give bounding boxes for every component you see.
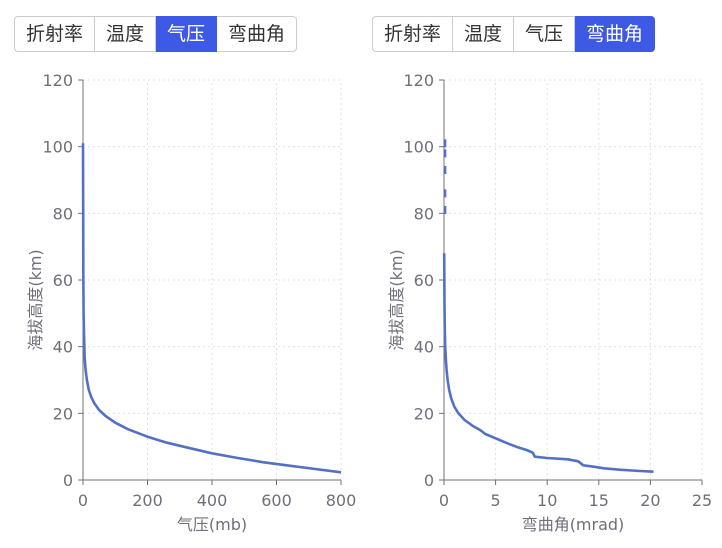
y-tick-label: 20 (414, 404, 434, 423)
x-axis-title: 弯曲角(mrad) (522, 515, 625, 534)
bending-angle-chart: 0 20 40 60 80 100 120 0 5 10 15 20 25 弯曲角(mrad) 海拔高度(k… (387, 71, 712, 534)
x-tick-label: 0 (78, 491, 88, 510)
y-tick-label: 120 (403, 71, 434, 90)
y-axis-title: 海拔高度(km) (26, 249, 45, 350)
y-tick-label: 40 (53, 338, 73, 357)
tab-refractivity[interactable]: 折射率 (372, 16, 454, 52)
x-tick-label: 400 (197, 491, 228, 510)
y-tick-label: 0 (424, 471, 434, 490)
y-tick-label: 100 (42, 138, 73, 157)
x-tick-label: 200 (132, 491, 163, 510)
x-tick-label: 20 (640, 491, 660, 510)
y-tick-label: 40 (414, 338, 434, 357)
x-tick-label: 800 (326, 491, 357, 510)
y-tick-label: 80 (53, 204, 73, 223)
x-axis-title: 气压(mb) (177, 515, 247, 534)
y-axis-title: 海拔高度(km) (387, 249, 406, 350)
tab-pressure[interactable]: 气压 (514, 16, 576, 52)
x-tick-label: 600 (261, 491, 292, 510)
x-tick-label: 25 (692, 491, 712, 510)
tab-pressure[interactable]: 气压 (156, 16, 218, 52)
y-tick-label: 60 (414, 271, 434, 290)
series-line (442, 253, 654, 473)
x-tick-label: 0 (439, 491, 449, 510)
tab-bending-angle[interactable]: 弯曲角 (217, 16, 298, 52)
x-tick-label: 15 (589, 491, 609, 510)
pressure-chart: 0 20 40 60 80 100 120 0 200 400 600 800 气压(mb) 海拔高度(k… (26, 71, 357, 534)
y-tick-label: 20 (53, 404, 73, 423)
y-tick-label: 120 (42, 71, 73, 90)
tab-temperature[interactable]: 温度 (95, 16, 157, 52)
y-tick-label: 0 (63, 471, 73, 490)
tab-refractivity[interactable]: 折射率 (14, 16, 96, 52)
tab-bending-angle[interactable]: 弯曲角 (575, 16, 656, 52)
x-tick-label: 10 (537, 491, 557, 510)
y-tick-label: 100 (403, 138, 434, 157)
right-tab-group: 折射率 温度 气压 弯曲角 (372, 16, 656, 52)
x-tick-label: 5 (491, 491, 501, 510)
y-tick-label: 80 (414, 204, 434, 223)
series-line (81, 143, 342, 474)
left-tab-group: 折射率 温度 气压 弯曲角 (14, 16, 298, 52)
y-tick-label: 60 (53, 271, 73, 290)
tab-temperature[interactable]: 温度 (453, 16, 515, 52)
